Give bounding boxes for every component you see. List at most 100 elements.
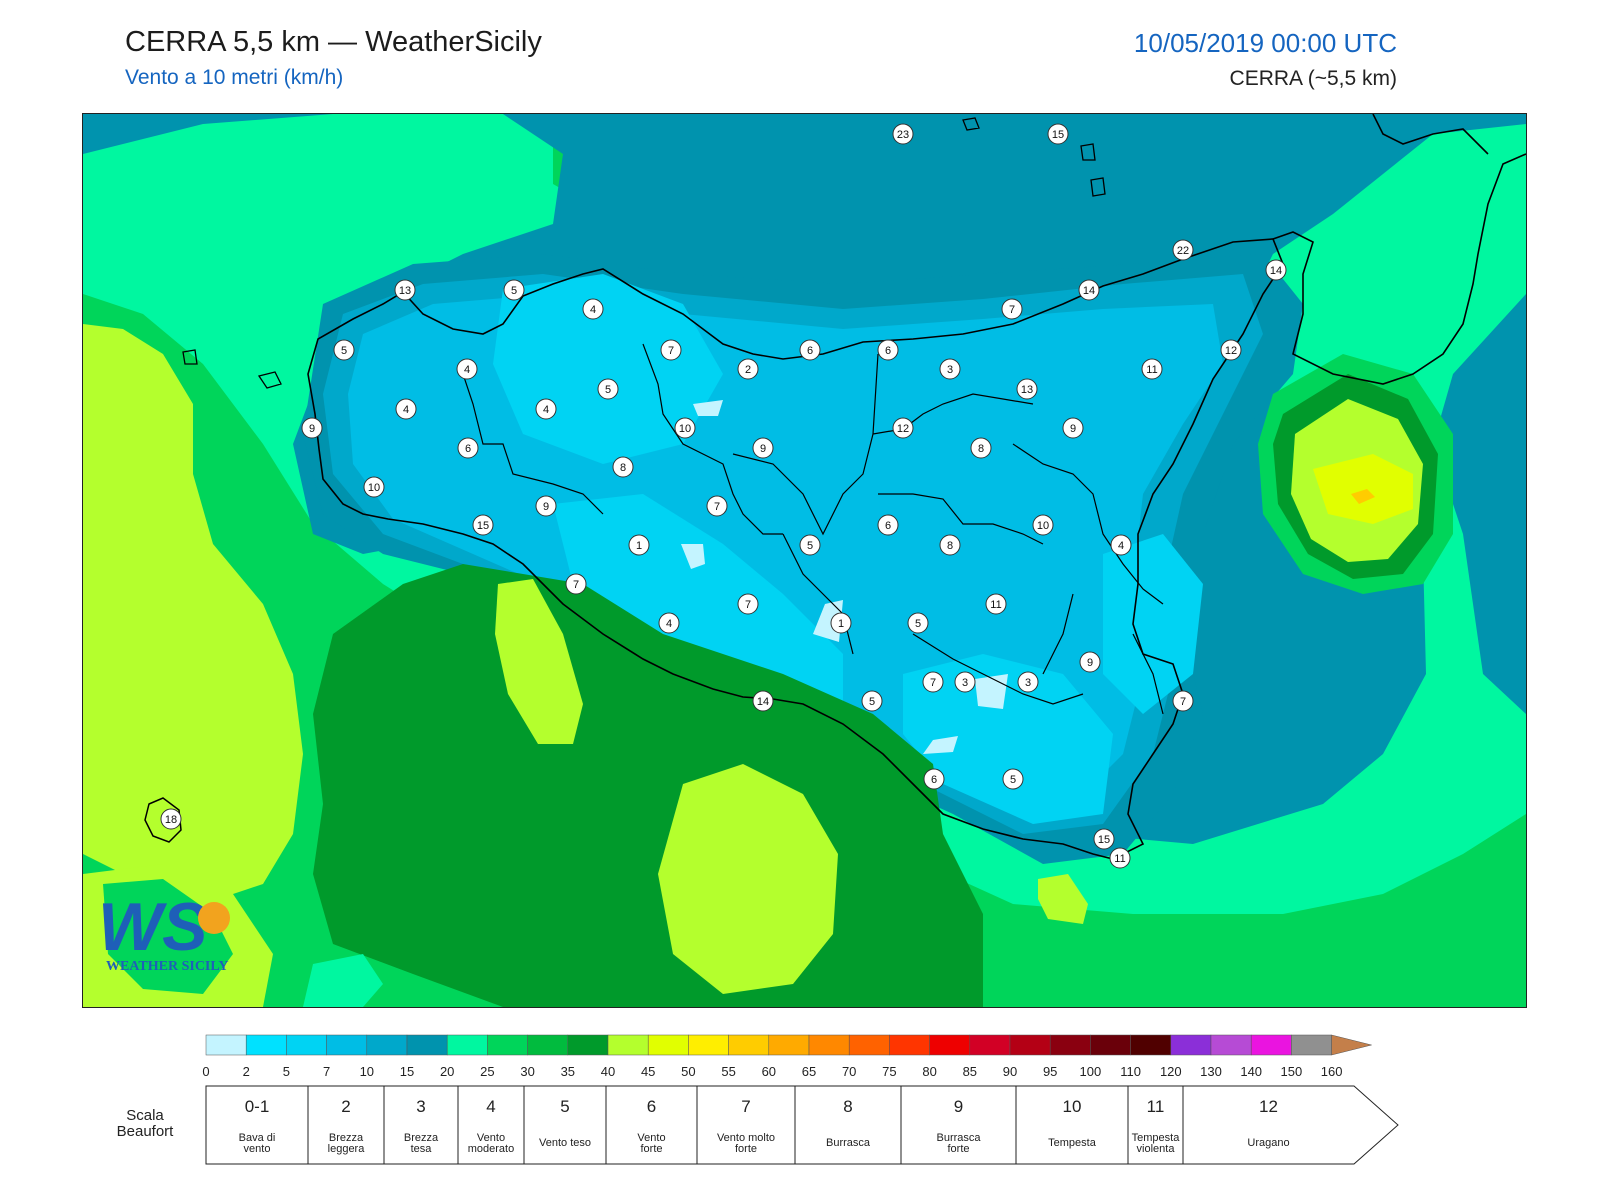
wind-speed-label: 7 xyxy=(922,671,944,693)
beaufort-level: 5 Vento teso xyxy=(523,1085,607,1165)
colorbar-swatch xyxy=(647,1034,689,1056)
wind-speed-label: 4 xyxy=(658,612,680,634)
svg-text:7: 7 xyxy=(714,501,720,513)
svg-text:7: 7 xyxy=(1009,304,1015,316)
island-eolie-2 xyxy=(1090,177,1106,197)
colorbar-tick-label: 45 xyxy=(641,1064,655,1079)
forecast-datetime: 10/05/2019 00:00 UTC xyxy=(1133,28,1397,58)
svg-text:8: 8 xyxy=(978,443,984,455)
colorbar-tick-label: 20 xyxy=(440,1064,454,1079)
wind-speed-label: 6 xyxy=(457,437,479,459)
svg-text:3: 3 xyxy=(1025,677,1031,689)
wind-speed-label: 3 xyxy=(954,671,976,693)
wind-speed-label: 5 xyxy=(597,378,619,400)
svg-text:5: 5 xyxy=(915,618,921,630)
svg-text:1: 1 xyxy=(838,618,844,630)
logo-caption: WEATHER SICILY xyxy=(106,959,229,974)
colorbar-arrow xyxy=(1331,1034,1372,1056)
svg-text:15: 15 xyxy=(1052,129,1064,141)
svg-text:Brezza: Brezza xyxy=(329,1132,364,1144)
wind-speed-label: 14 xyxy=(1078,279,1100,301)
colorbar-swatch xyxy=(286,1034,327,1056)
svg-text:forte: forte xyxy=(640,1143,662,1155)
colorbar-tick-label: 2 xyxy=(243,1064,250,1079)
wind-speed-label: 3 xyxy=(939,358,961,380)
wind-zone-0-2-c xyxy=(923,736,958,754)
svg-text:Tempesta: Tempesta xyxy=(1048,1137,1097,1149)
svg-text:7: 7 xyxy=(1180,696,1186,708)
colorbar-tick-label: 7 xyxy=(323,1064,330,1079)
colorbar-swatch xyxy=(1090,1034,1131,1056)
wind-zone-15-20-bottom xyxy=(303,954,383,1007)
wind-map: 23 15 22 14 13 5 4 14 7 12 5 7 2 6 6 3 11 13 4 5 9 4 4 10 9 12 8 9 6… xyxy=(82,113,1527,1008)
wind-speed-label: 1 xyxy=(830,612,852,634)
colorbar-tick-label: 130 xyxy=(1200,1064,1222,1079)
wind-speed-label: 3 xyxy=(1017,671,1039,693)
colorbar-swatch xyxy=(567,1034,609,1056)
colorbar-tick-label: 10 xyxy=(360,1064,374,1079)
wind-speed-label: 13 xyxy=(1016,378,1038,400)
colorbar-swatch xyxy=(326,1034,368,1056)
wind-speed-label: 5 xyxy=(503,279,525,301)
colorbar-swatch xyxy=(1170,1034,1212,1056)
svg-text:9: 9 xyxy=(1070,423,1076,435)
svg-text:7: 7 xyxy=(745,599,751,611)
wind-zone-0-2-e xyxy=(681,544,705,569)
svg-text:11: 11 xyxy=(1147,1097,1165,1116)
svg-text:15: 15 xyxy=(477,520,489,532)
svg-text:6: 6 xyxy=(885,345,891,357)
colorbar-swatches xyxy=(205,1034,1372,1056)
wind-speed-label: 1 xyxy=(628,534,650,556)
svg-text:11: 11 xyxy=(1114,853,1125,865)
svg-text:3: 3 xyxy=(416,1097,425,1116)
colorbar-tick-label: 95 xyxy=(1043,1064,1057,1079)
svg-text:10: 10 xyxy=(1063,1097,1082,1116)
wind-zone-30-35-southeast xyxy=(1038,874,1088,924)
svg-text:4: 4 xyxy=(666,618,672,630)
svg-text:4: 4 xyxy=(464,364,470,376)
svg-text:Vento: Vento xyxy=(477,1132,505,1144)
wind-speed-label: 5 xyxy=(1002,768,1024,790)
colorbar-tick-label: 70 xyxy=(842,1064,856,1079)
wind-zone-30-35-west-core xyxy=(495,579,583,744)
colorbar-tick-label: 110 xyxy=(1120,1064,1141,1079)
svg-text:tesa: tesa xyxy=(411,1143,433,1155)
wind-speed-label: 4 xyxy=(535,398,557,420)
svg-text:22: 22 xyxy=(1177,245,1189,257)
colorbar-swatch xyxy=(808,1034,850,1056)
colorbar-tick-label: 40 xyxy=(601,1064,615,1079)
svg-text:Burrasca: Burrasca xyxy=(826,1137,871,1149)
sicily-coastline xyxy=(307,238,1284,860)
svg-text:10: 10 xyxy=(368,482,380,494)
wind-speed-label: 7 xyxy=(706,495,728,517)
wind-speed-label: 7 xyxy=(565,573,587,595)
wind-speed-label: 18 xyxy=(160,808,182,830)
svg-text:10: 10 xyxy=(1037,520,1049,532)
svg-text:8: 8 xyxy=(843,1097,852,1116)
svg-text:4: 4 xyxy=(1118,540,1124,552)
colorbar-tick-label: 35 xyxy=(561,1064,575,1079)
wind-speed-label: 15 xyxy=(1047,123,1069,145)
svg-text:forte: forte xyxy=(735,1143,757,1155)
svg-text:13: 13 xyxy=(399,285,411,297)
colorbar-tick-label: 160 xyxy=(1321,1064,1343,1079)
island-ustica xyxy=(962,117,980,131)
wind-zone-30-35-south-core xyxy=(658,764,838,994)
wind-speed-label: 14 xyxy=(752,690,774,712)
svg-text:5: 5 xyxy=(341,345,347,357)
svg-text:7: 7 xyxy=(741,1097,750,1116)
wind-speed-label: 7 xyxy=(1172,690,1194,712)
svg-text:14: 14 xyxy=(1083,285,1095,297)
svg-text:Uragano: Uragano xyxy=(1247,1137,1289,1149)
svg-text:4: 4 xyxy=(590,304,596,316)
legend: 0 2 5 7 10 15 20 25 30 35 40 45 50 55 60 65 70 75 80 85 90 95… xyxy=(0,1030,1600,1200)
wind-speed-label: 23 xyxy=(892,123,914,145)
colorbar-tick-label: 75 xyxy=(882,1064,896,1079)
svg-text:Vento teso: Vento teso xyxy=(539,1137,591,1149)
colorbar-tick-label: 50 xyxy=(681,1064,695,1079)
